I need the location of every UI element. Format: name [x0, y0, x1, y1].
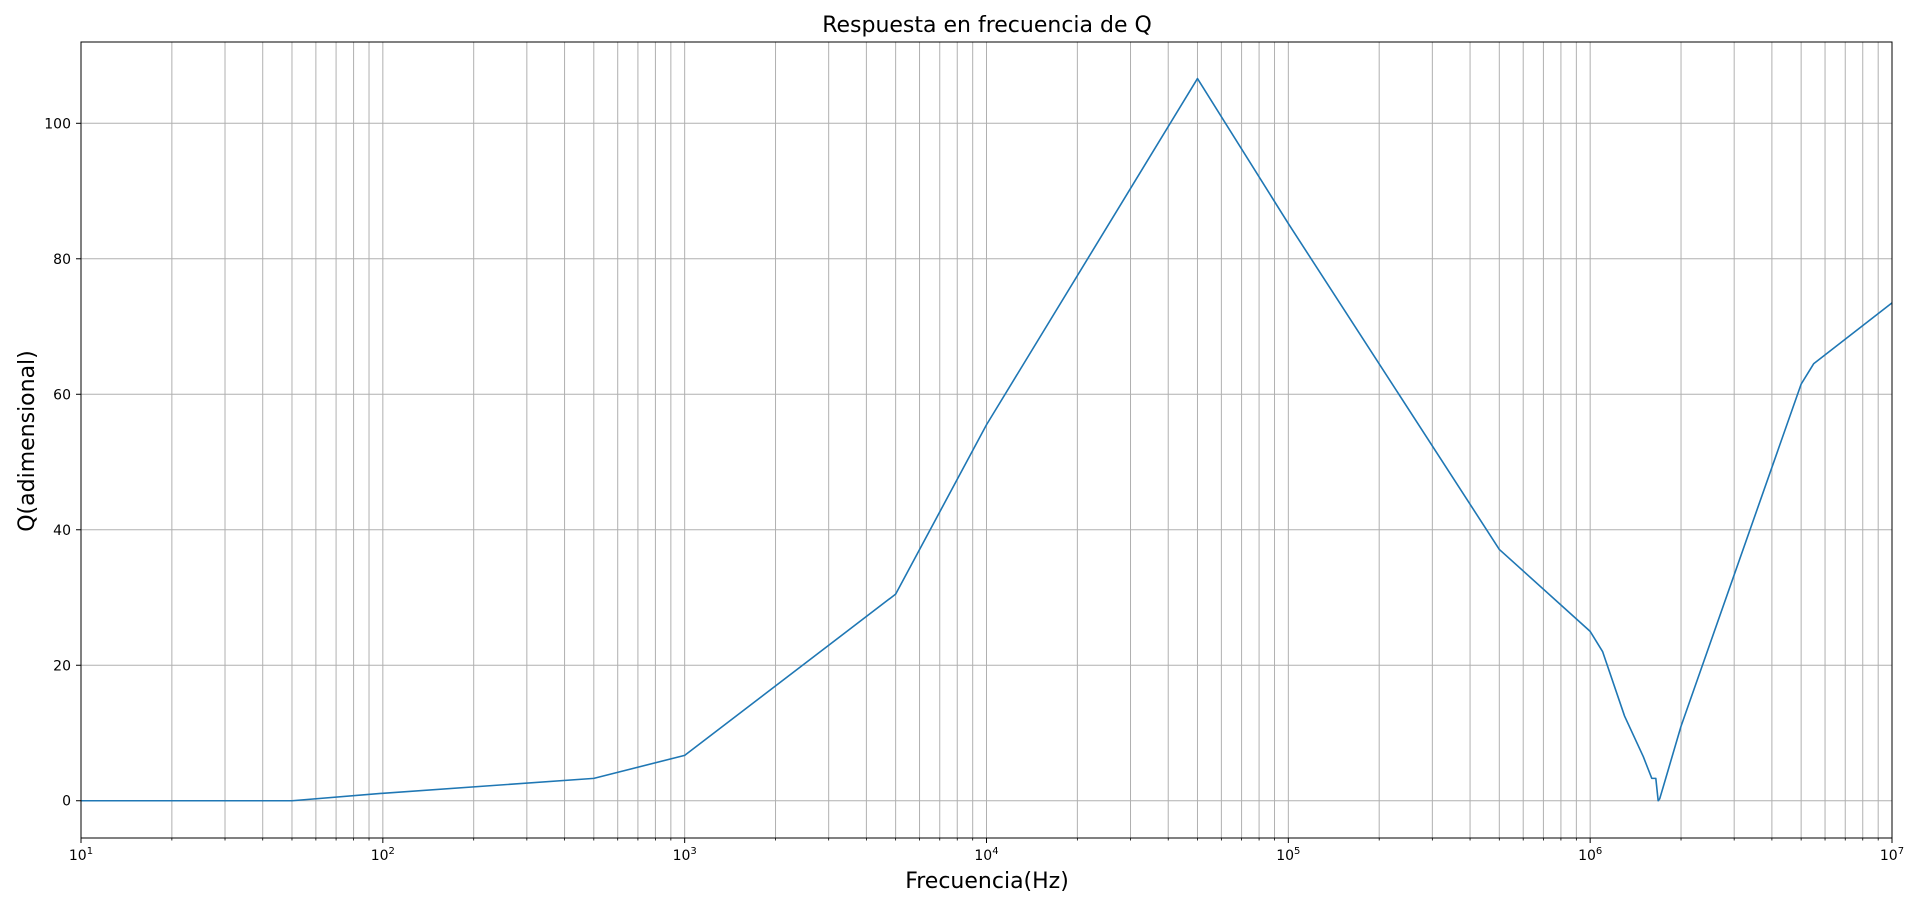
x-tick-label: 102: [371, 846, 395, 864]
y-tick-label: 60: [53, 387, 71, 403]
x-tick-label: 103: [673, 846, 697, 864]
x-tick-label: 106: [1578, 846, 1602, 864]
x-tick-label: 101: [69, 846, 93, 864]
x-tick-label: 107: [1880, 846, 1904, 864]
y-tick-label: 100: [44, 116, 71, 132]
chart-title: Respuesta en frecuencia de Q: [822, 13, 1152, 38]
plot-area: [81, 77, 1893, 802]
series-line: [81, 77, 1893, 802]
x-tick-label: 105: [1276, 846, 1300, 864]
y-tick-label: 80: [53, 252, 71, 268]
ticks: 101 102 103 104 105 106 107 0 20 40 60 80 100: [44, 116, 1904, 864]
y-axis-label: Q(adimensional): [15, 350, 40, 532]
y-tick-label: 0: [62, 794, 71, 810]
x-tick-label: 104: [974, 846, 998, 864]
y-tick-label: 40: [53, 523, 71, 539]
x-axis-label: Frecuencia(Hz): [905, 869, 1069, 894]
y-tick-label: 20: [53, 658, 71, 674]
grid: [80, 42, 1893, 838]
